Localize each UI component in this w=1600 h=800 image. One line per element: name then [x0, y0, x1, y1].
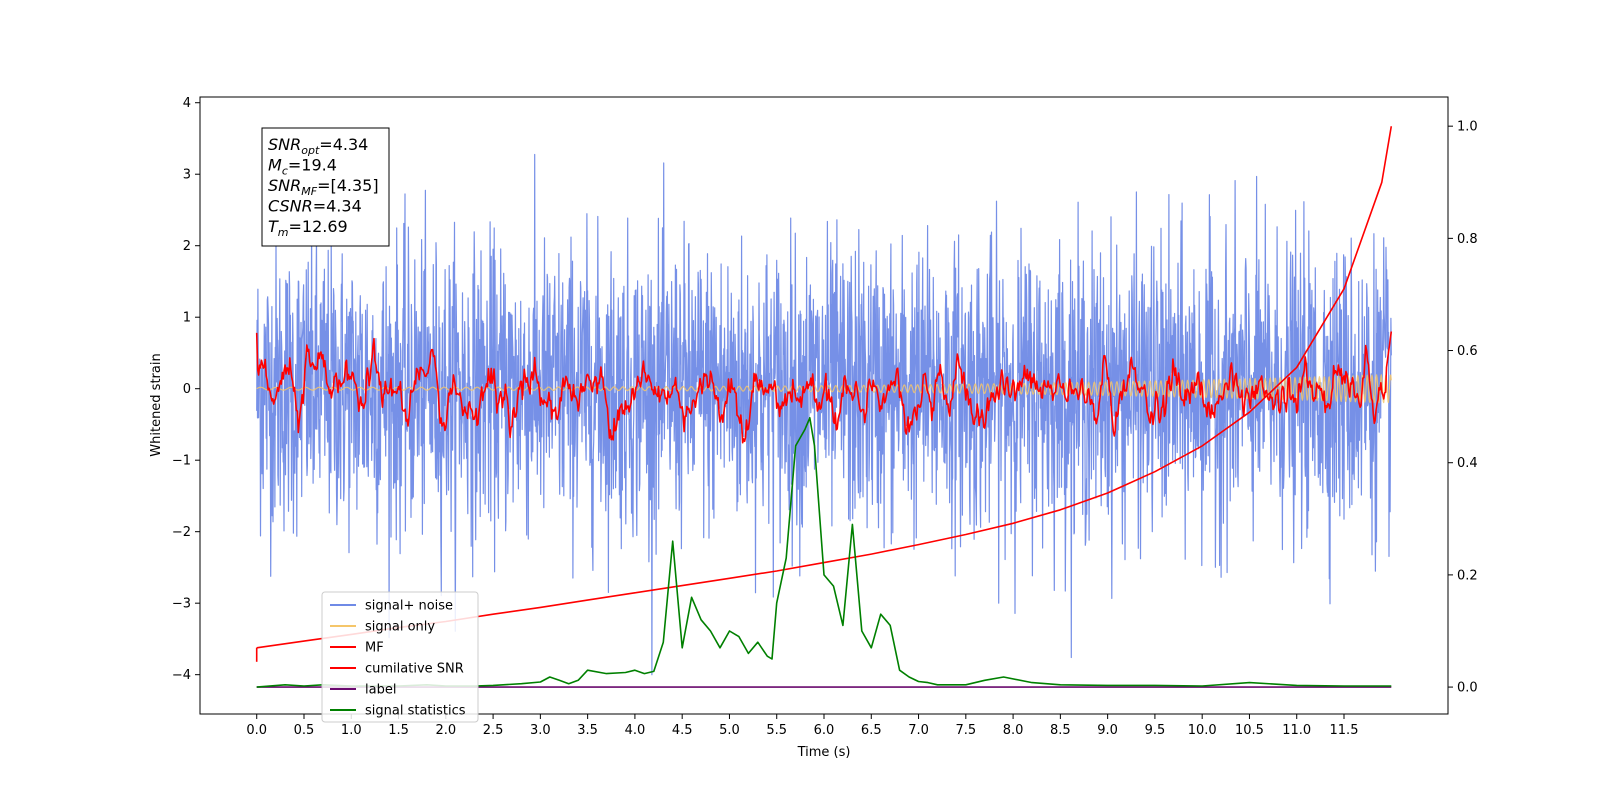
x-tick-label: 3.0: [530, 723, 551, 738]
x-axis-title: Time (s): [797, 745, 851, 760]
info-box-line: SNRMF=[4.35]: [268, 176, 379, 198]
y-tick-label: −3: [172, 597, 191, 612]
x-tick-label: 10.5: [1235, 723, 1264, 738]
y-tick-label: −2: [172, 525, 191, 540]
x-tick-label: 0.5: [294, 723, 315, 738]
legend-label: label: [365, 683, 396, 698]
y2-tick-label: 1.0: [1457, 120, 1478, 135]
x-tick-label: 3.5: [577, 723, 598, 738]
x-tick-label: 0.0: [246, 723, 267, 738]
x-tick-label: 4.5: [672, 723, 693, 738]
legend-label: signal only: [365, 620, 435, 635]
x-tick-label: 1.0: [341, 723, 362, 738]
x-tick-label: 4.0: [625, 723, 646, 738]
x-tick-label: 9.0: [1097, 723, 1118, 738]
x-tick-label: 2.0: [435, 723, 456, 738]
y2-tick-label: 0.6: [1457, 344, 1478, 359]
y-axis-title: Whitened strain: [149, 353, 164, 456]
info-box: SNRopt=4.34Mc=19.4SNRMF=[4.35]CSNR=4.34T…: [261, 127, 390, 247]
series-mf: [255, 331, 1393, 444]
info-box-line: Mc=19.4: [268, 156, 337, 178]
y2-tick-label: 0.4: [1457, 456, 1478, 471]
legend: signal+ noise signal only MF cumilative SNR…: [321, 591, 479, 723]
info-box-line: CSNR=4.34: [268, 197, 362, 216]
info-box-line: Tm=12.69: [268, 217, 348, 239]
legend-label: cumilative SNR: [365, 662, 464, 677]
y2-tick-label: 0.2: [1457, 568, 1478, 583]
y-tick-label: 4: [183, 96, 191, 111]
x-axis: 0.0 0.5 1.0 1.5 2.0 2.5 3.0 3.5 4.0 4.5 5.0 5.5 6.0 6…: [246, 714, 1358, 738]
legend-label: signal+ noise: [365, 599, 453, 614]
x-tick-label: 6.0: [814, 723, 835, 738]
y-tick-label: 3: [183, 168, 191, 183]
x-tick-label: 7.5: [955, 723, 976, 738]
x-tick-label: 2.5: [483, 723, 504, 738]
y-axis-right: 1.0 0.8 0.6 0.4 0.2 0.0: [1448, 120, 1478, 696]
info-box-line: SNRopt=4.34: [268, 135, 368, 157]
x-tick-label: 8.5: [1050, 723, 1071, 738]
series-signal-statistics: [256, 417, 1392, 688]
x-tick-label: 1.5: [388, 723, 409, 738]
legend-frame: [321, 591, 479, 723]
y-tick-label: 2: [183, 239, 191, 254]
x-tick-label: 6.5: [861, 723, 882, 738]
y-tick-label: 1: [183, 311, 191, 326]
y2-tick-label: 0.0: [1457, 681, 1478, 696]
x-tick-label: 9.5: [1145, 723, 1166, 738]
legend-label: signal statistics: [365, 704, 466, 719]
y-tick-label: −4: [172, 668, 191, 683]
y-axis-left: 4 3 2 1 0 −1 −2 −3 −4: [172, 96, 200, 683]
x-tick-label: 10.0: [1188, 723, 1217, 738]
x-tick-label: 11.5: [1330, 723, 1359, 738]
y-tick-label: 0: [183, 382, 191, 397]
x-tick-label: 11.0: [1282, 723, 1311, 738]
x-tick-label: 8.0: [1003, 723, 1024, 738]
x-tick-label: 5.5: [766, 723, 787, 738]
y2-tick-label: 0.8: [1457, 232, 1478, 247]
x-tick-label: 5.0: [719, 723, 740, 738]
x-tick-label: 7.0: [908, 723, 929, 738]
legend-label: MF: [365, 641, 384, 656]
info-box-frame: [261, 127, 390, 247]
y-tick-label: −1: [172, 454, 191, 469]
